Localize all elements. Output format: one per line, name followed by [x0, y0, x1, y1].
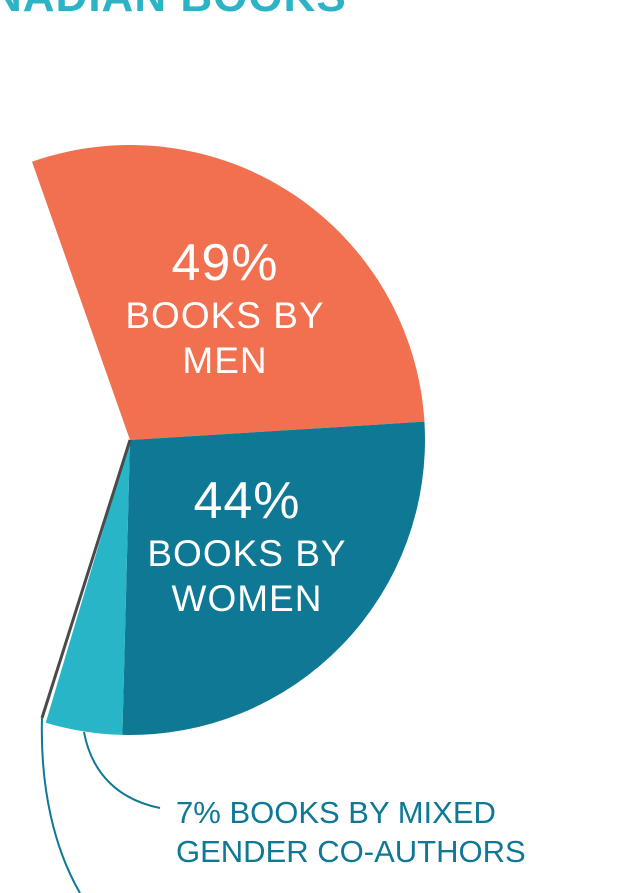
pie — [32, 144, 425, 735]
leader-line — [40, 717, 81, 893]
pie-slice — [45, 440, 130, 735]
category-label: BOOKS BY MIXED GENDER CO-AUTHORS — [176, 795, 526, 869]
category-label: BOOKS BY WOMEN — [147, 533, 347, 619]
leader-line — [83, 731, 161, 809]
pie-slice — [32, 144, 425, 440]
value-label: 49% — [171, 234, 279, 292]
slice-label: 49% BOOKS BY MEN — [100, 232, 350, 383]
chart-title: NADIAN BOOKS — [0, 0, 347, 22]
slice-label: 7% BOOKS BY MIXED GENDER CO-AUTHORS — [176, 794, 536, 872]
value-label: 7% — [176, 795, 221, 830]
slice-label: 44% BOOKS BY WOMEN — [122, 470, 372, 621]
edge-shadow — [40, 439, 132, 719]
value-label: 44% — [193, 472, 301, 530]
pie-slice — [122, 421, 425, 735]
category-label: BOOKS BY MEN — [125, 295, 325, 381]
